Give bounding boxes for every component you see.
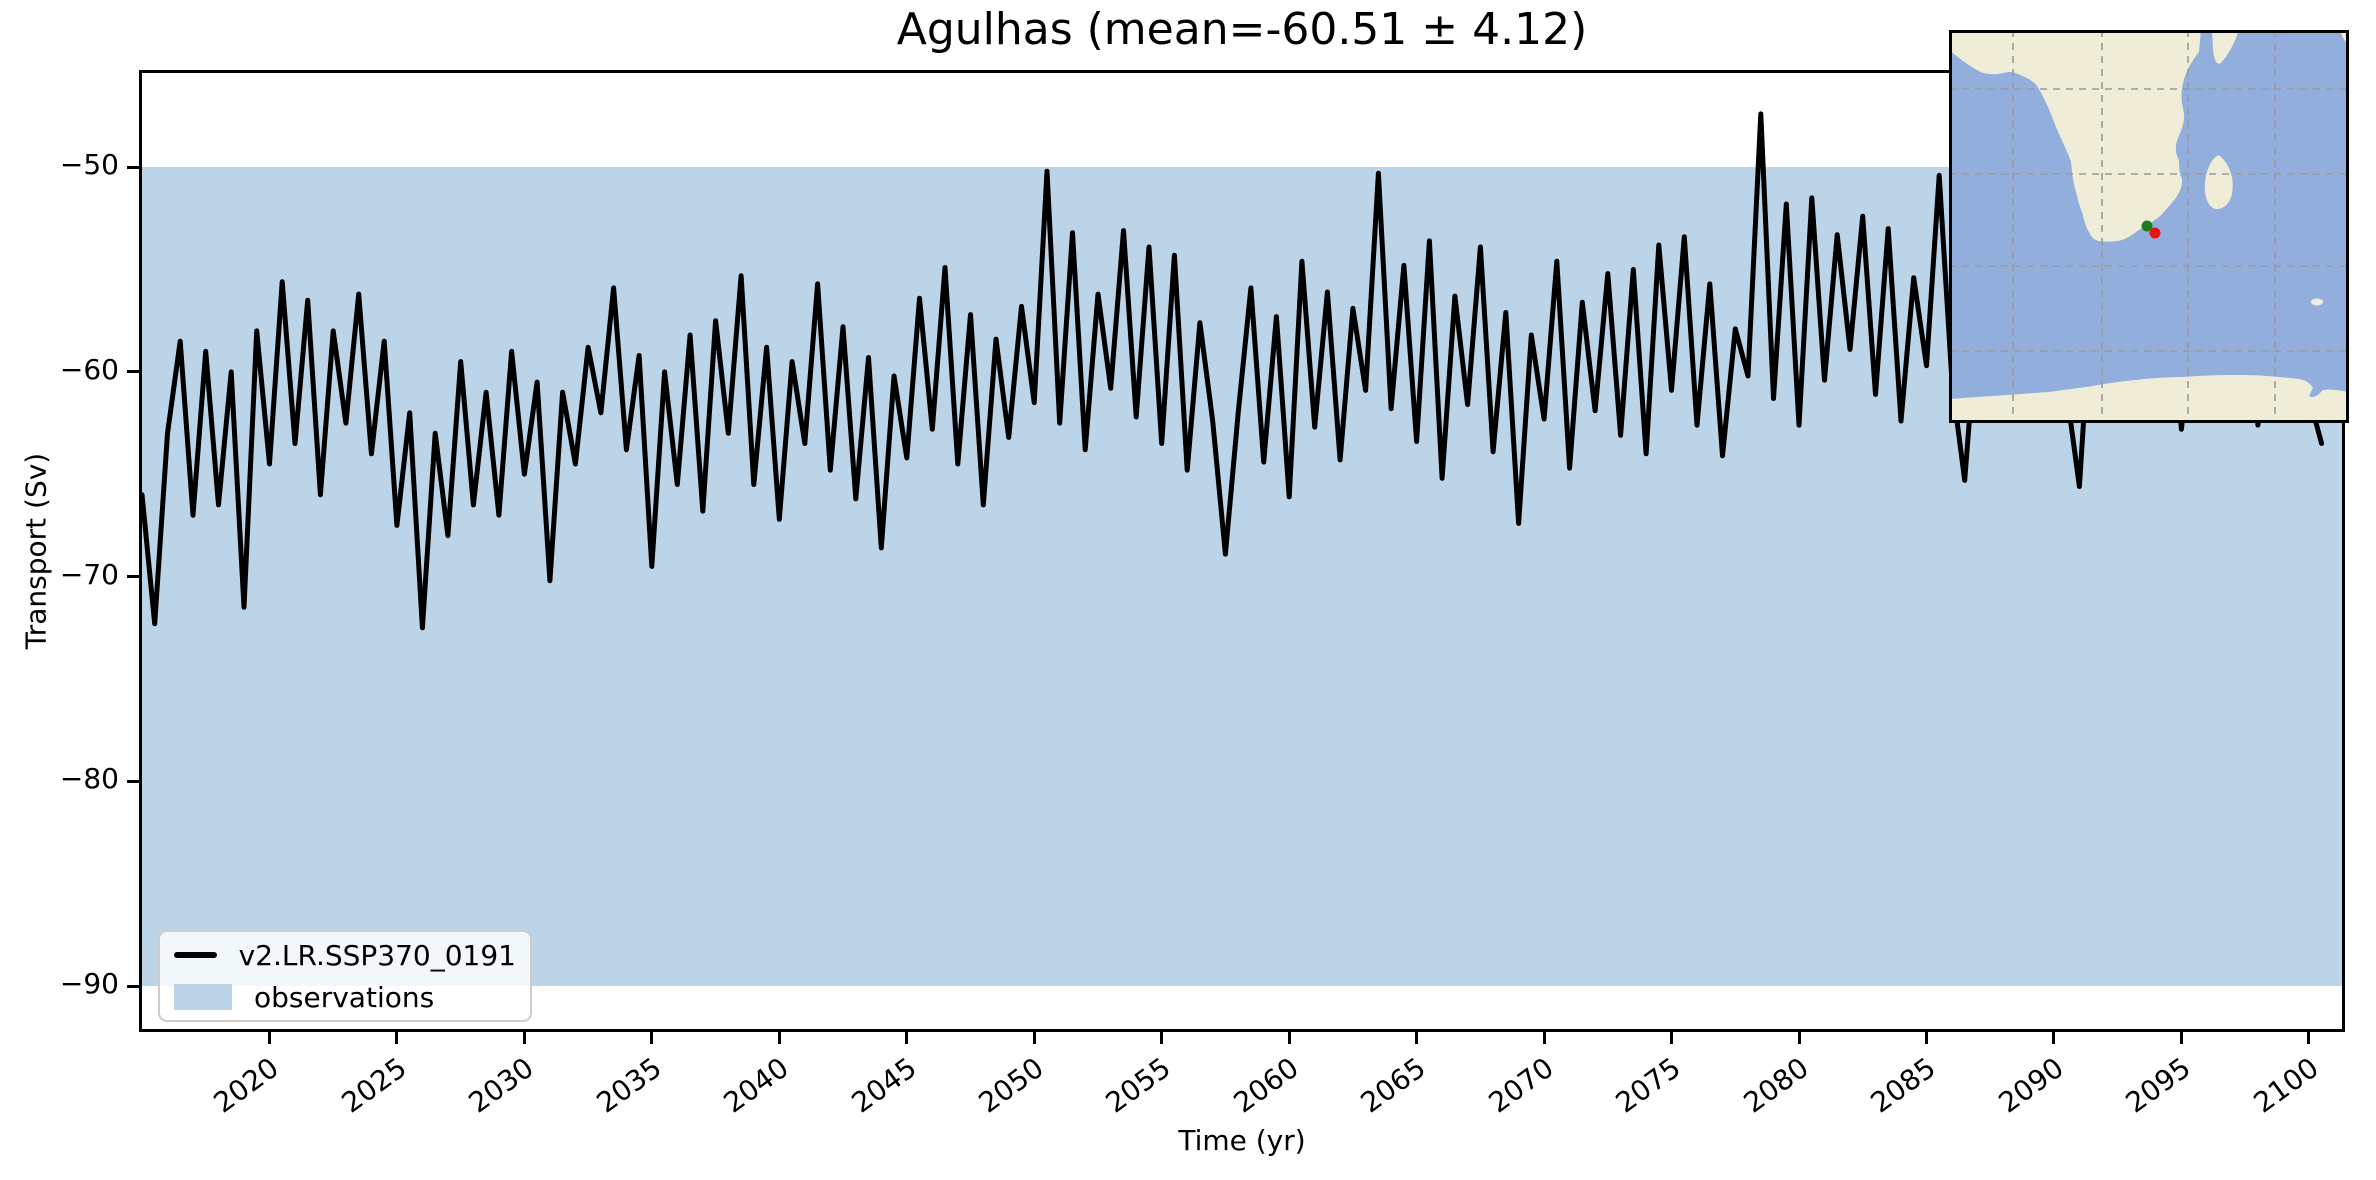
x-tick-mark bbox=[2052, 1032, 2056, 1044]
x-tick-mark bbox=[2307, 1032, 2311, 1044]
inset-map bbox=[1949, 30, 2349, 423]
x-tick-label: 2065 bbox=[1354, 1051, 1433, 1120]
map-markers bbox=[2141, 220, 2161, 239]
map-island bbox=[2311, 298, 2323, 306]
x-tick-mark bbox=[267, 1032, 271, 1044]
y-tick-label: −90 bbox=[59, 967, 119, 1000]
x-tick-label: 2045 bbox=[845, 1051, 923, 1120]
x-tick-mark bbox=[1542, 1032, 1546, 1044]
y-axis-label: Transport (Sv) bbox=[19, 452, 53, 650]
y-tick-label: −70 bbox=[59, 557, 119, 591]
chart-title: Agulhas (mean=-60.51 ± 4.12) bbox=[896, 4, 1588, 55]
x-tick-label: 2040 bbox=[717, 1051, 795, 1120]
x-tick-mark bbox=[2179, 1032, 2183, 1044]
y-tick-label: −50 bbox=[59, 148, 119, 182]
model-transport-line bbox=[142, 111, 2325, 631]
legend: v2.LR.SSP370_0191 observations bbox=[158, 930, 532, 1022]
y-tick-label: −60 bbox=[59, 352, 119, 386]
x-axis-label: Time (yr) bbox=[1178, 1124, 1306, 1157]
x-tick-label: 2020 bbox=[207, 1051, 285, 1120]
x-tick-mark bbox=[1160, 1032, 1164, 1044]
red-marker bbox=[2149, 227, 2161, 239]
map-land-africa bbox=[1949, 30, 2201, 242]
legend-line-swatch bbox=[174, 952, 217, 958]
y-tick-mark bbox=[127, 779, 139, 783]
x-tick-label: 2050 bbox=[972, 1051, 1050, 1120]
x-tick-label: 2055 bbox=[1100, 1051, 1178, 1120]
map-land-madagascar bbox=[2204, 155, 2233, 210]
x-tick-mark bbox=[650, 1032, 654, 1044]
x-tick-label: 2070 bbox=[1482, 1051, 1560, 1120]
x-tick-mark bbox=[522, 1032, 526, 1044]
map-gridlines bbox=[1949, 30, 2349, 423]
x-tick-label: 2095 bbox=[2119, 1051, 2197, 1120]
x-tick-label: 2035 bbox=[590, 1051, 668, 1120]
x-tick-label: 2085 bbox=[1864, 1051, 1942, 1120]
x-tick-label: 2060 bbox=[1227, 1051, 1305, 1120]
x-tick-label: 2090 bbox=[1992, 1051, 2070, 1120]
x-tick-mark bbox=[905, 1032, 909, 1044]
x-tick-mark bbox=[395, 1032, 399, 1044]
transport-line-chart bbox=[142, 111, 2325, 631]
y-tick-mark bbox=[127, 575, 139, 579]
x-tick-mark bbox=[777, 1032, 781, 1044]
map-land-antarctica bbox=[1949, 375, 2349, 423]
x-tick-mark bbox=[1287, 1032, 1291, 1044]
green-marker bbox=[2141, 220, 2153, 232]
legend-item-observations: observations bbox=[174, 978, 516, 1016]
x-tick-label: 2080 bbox=[1737, 1051, 1815, 1120]
legend-patch-swatch bbox=[174, 984, 232, 1010]
x-tick-mark bbox=[1415, 1032, 1419, 1044]
y-tick-mark bbox=[127, 370, 139, 374]
x-tick-mark bbox=[1032, 1032, 1036, 1044]
y-tick-mark bbox=[127, 165, 139, 169]
y-tick-mark bbox=[127, 984, 139, 988]
legend-label-observations: observations bbox=[254, 980, 435, 1014]
legend-label-model: v2.LR.SSP370_0191 bbox=[238, 938, 516, 972]
y-tick-label: −80 bbox=[59, 762, 119, 796]
x-tick-label: 2100 bbox=[2247, 1051, 2325, 1120]
x-tick-label: 2025 bbox=[335, 1051, 413, 1120]
x-tick-label: 2030 bbox=[462, 1051, 540, 1120]
map-border bbox=[1949, 30, 2349, 423]
map-land-top-right bbox=[2212, 30, 2239, 64]
x-tick-mark bbox=[1797, 1032, 1801, 1044]
x-tick-mark bbox=[1670, 1032, 1674, 1044]
x-tick-label: 2075 bbox=[1609, 1051, 1687, 1120]
x-tick-mark bbox=[1924, 1032, 1928, 1044]
legend-item-model: v2.LR.SSP370_0191 bbox=[174, 936, 516, 974]
